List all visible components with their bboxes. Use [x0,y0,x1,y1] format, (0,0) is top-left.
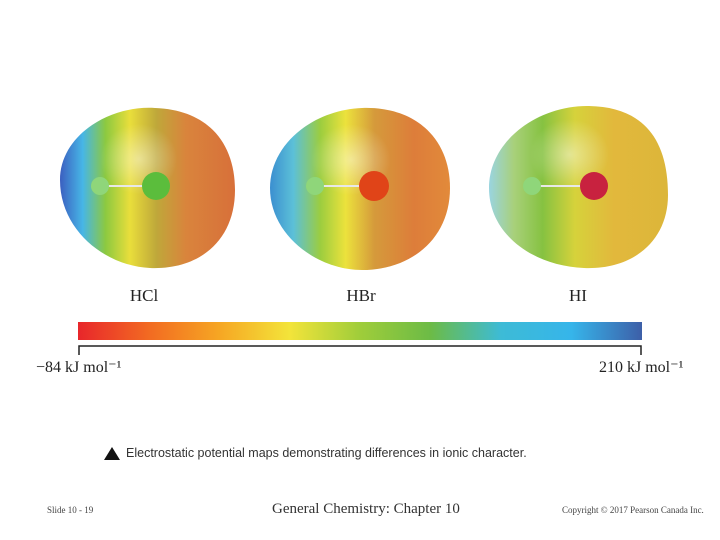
bromine-atom [359,171,389,201]
scale-max-label: 210 kJ mol⁻¹ [599,359,684,376]
hydrogen-atom [523,177,541,195]
hi-potential-map [489,105,668,269]
copyright: Copyright © 2017 Pearson Canada Inc. [562,505,704,515]
iodine-atom [580,172,608,200]
caption-text: Electrostatic potential maps demonstrati… [126,446,527,460]
triangle-icon [104,446,120,460]
hcl-label: HCl [129,286,159,305]
hcl-potential-map [60,107,235,269]
slide-number: Slide 10 - 19 [47,505,94,515]
footer-title: General Chemistry: Chapter 10 [272,501,460,517]
hydrogen-atom [306,177,324,195]
hbr-potential-map [270,107,450,270]
figure-caption: Electrostatic potential maps demonstrati… [104,446,527,460]
potential-color-scale [78,322,642,340]
chlorine-atom [142,172,170,200]
scale-bracket [78,345,642,355]
scale-min-label: −84 kJ mol⁻¹ [36,359,122,376]
hbr-label: HBr [346,286,376,305]
hi-label: HI [569,286,587,305]
hydrogen-atom [91,177,109,195]
